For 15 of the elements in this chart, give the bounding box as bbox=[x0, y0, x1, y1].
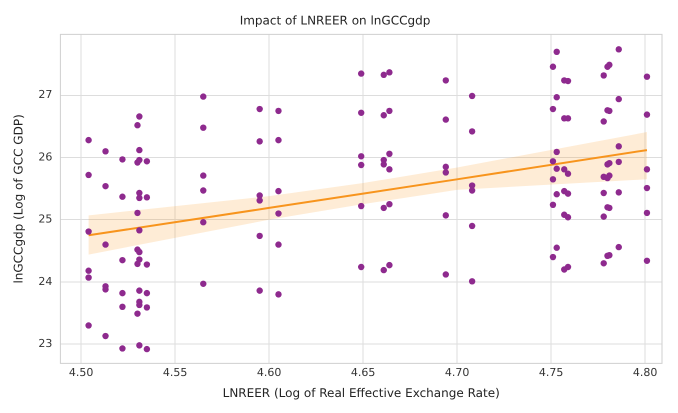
y-tick-label: 25 bbox=[38, 212, 52, 226]
y-tick-label: 24 bbox=[38, 274, 52, 288]
y-tick-label: 23 bbox=[38, 336, 52, 350]
y-tick-label: 27 bbox=[38, 88, 52, 102]
x-tick-label: 4.65 bbox=[350, 366, 376, 379]
y-tick-label: 26 bbox=[38, 150, 52, 164]
x-tick-label: 4.50 bbox=[68, 366, 94, 379]
chart-title: Impact of LNREER on lnGCCgdp bbox=[240, 13, 430, 28]
x-tick-label: 4.55 bbox=[162, 366, 188, 379]
y-axis-title: lnGCCgdp (Log of GCC GDP) bbox=[11, 114, 26, 284]
x-tick-label: 4.80 bbox=[632, 366, 658, 379]
x-axis-title: LNREER (Log of Real Effective Exchange Rate) bbox=[222, 386, 500, 400]
x-tick-label: 4.70 bbox=[444, 366, 470, 379]
x-tick-label: 4.75 bbox=[538, 366, 564, 379]
x-tick-label: 4.60 bbox=[256, 366, 282, 379]
